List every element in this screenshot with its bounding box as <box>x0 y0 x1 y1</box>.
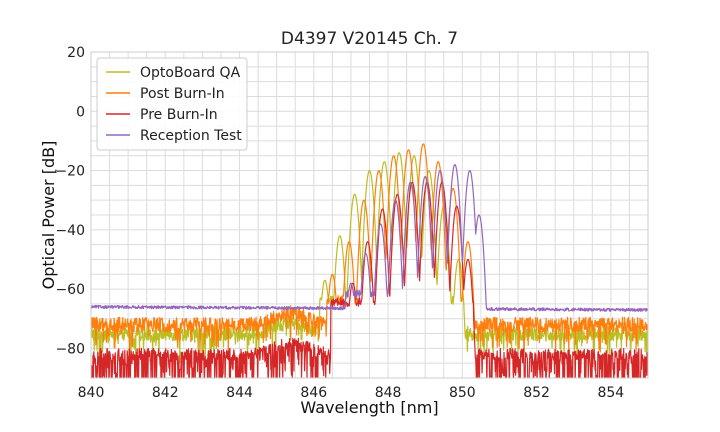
y-axis-title: Optical Power [dB] <box>39 141 58 290</box>
plot-frame <box>90 51 649 379</box>
x-axis-title: Wavelength [nm] <box>300 398 438 417</box>
legend-box <box>96 57 248 151</box>
y-tick-label: 0 <box>76 104 85 120</box>
legend-label: Post Burn-In <box>140 86 225 102</box>
y-tick-label: −60 <box>55 282 85 298</box>
legend-label: Pre Burn-In <box>140 107 218 123</box>
y-tick-label: 20 <box>67 45 85 61</box>
x-tick-label: 848 <box>375 385 402 401</box>
x-tick-label: 844 <box>226 385 253 401</box>
tick-labels: 840 842 844 846 848 850 852 854 20 0 −20 −40 −60 −80 <box>55 45 624 401</box>
x-tick-label: 846 <box>300 385 327 401</box>
chart-title: D4397 V20145 Ch. 7 <box>281 29 458 49</box>
legend: OptoBoard QA Post Burn-In Pre Burn-In Recep… <box>96 57 248 151</box>
series-line-post-burn-in <box>91 143 648 355</box>
series-line-pre-burn-in <box>91 181 648 378</box>
x-tick-label: 854 <box>597 385 624 401</box>
series-layer <box>91 143 648 378</box>
y-tick-label: −80 <box>55 341 85 357</box>
legend-label: OptoBoard QA <box>140 65 241 81</box>
y-tick-label: −40 <box>55 223 85 239</box>
x-tick-label: 840 <box>78 385 105 401</box>
x-tick-label: 852 <box>523 385 550 401</box>
series-line-reception-test <box>91 164 648 312</box>
legend-label: Reception Test <box>140 128 242 144</box>
x-tick-label: 842 <box>152 385 179 401</box>
x-tick-label: 850 <box>449 385 476 401</box>
y-tick-label: −20 <box>55 164 85 180</box>
